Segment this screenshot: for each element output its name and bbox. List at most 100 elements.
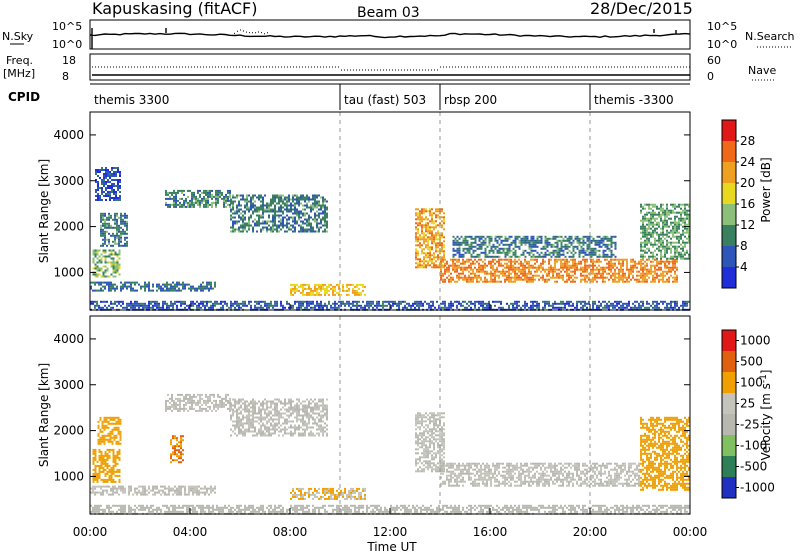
echo-cell: [433, 222, 435, 225]
echo-cell: [250, 206, 252, 209]
echo-cell: [674, 272, 676, 275]
echo-cell: [278, 194, 280, 197]
echo-cell: [199, 189, 201, 192]
echo-cell: [516, 268, 518, 271]
echo-cell: [646, 280, 648, 283]
echo-cell: [96, 253, 99, 256]
echo-cell: [566, 268, 568, 271]
echo-cell: [223, 195, 225, 198]
echo-cell: [606, 306, 608, 309]
echo-cell: [244, 204, 246, 207]
echo-cell: [217, 199, 219, 202]
echo-cell: [268, 228, 270, 231]
echo-cell: [562, 278, 564, 281]
echo-cell: [318, 306, 320, 309]
echo-cell: [600, 237, 603, 240]
echo-cell: [101, 191, 103, 193]
echo-cell: [528, 241, 531, 244]
echo-cell: [626, 306, 628, 309]
echo-cell: [154, 304, 156, 307]
echo-cell: [566, 270, 568, 273]
echo-cell: [266, 202, 268, 205]
echo-cell: [173, 203, 175, 206]
echo-cell: [199, 205, 201, 208]
echo-cell: [298, 212, 300, 215]
echo-cell: [608, 300, 610, 303]
echo-cell: [102, 275, 105, 278]
echo-cell: [590, 255, 593, 258]
echo-cell: [528, 253, 531, 256]
echo-cell: [215, 197, 217, 200]
echo-cell: [598, 243, 601, 246]
echo-cell: [486, 255, 489, 258]
echo-cell: [416, 300, 418, 303]
echo-cell: [310, 198, 312, 201]
echo-cell: [290, 206, 292, 209]
echo-cell: [193, 201, 195, 204]
echo-cell: [126, 226, 128, 229]
echo-cell: [580, 260, 582, 263]
echo-cell: [568, 274, 570, 277]
echo-cell: [148, 285, 150, 288]
echo-cell: [427, 252, 429, 255]
echo-cell: [122, 306, 124, 309]
echo-cell: [102, 489, 104, 492]
echo-cell: [314, 194, 316, 197]
echo-cell: [484, 272, 486, 275]
echo-cell: [662, 241, 664, 244]
echo-cell: [433, 226, 435, 229]
echo-cell: [266, 306, 268, 309]
echo-cell: [522, 278, 524, 281]
echo-cell: [646, 247, 648, 250]
echo-cell: [612, 262, 614, 265]
echo-cell: [484, 262, 486, 265]
echo-cell: [596, 272, 598, 275]
echo-cell: [104, 480, 107, 483]
echo-cell: [294, 194, 296, 197]
echo-cell: [540, 241, 543, 244]
echo-cell: [538, 264, 540, 267]
echo-cell: [441, 208, 443, 211]
echo-cell: [478, 258, 480, 261]
echo-cell: [682, 306, 684, 309]
echo-cell: [206, 285, 208, 288]
echo-cell: [654, 268, 656, 271]
echo-cell: [112, 452, 115, 455]
echo-cell: [584, 249, 587, 252]
echo-cell: [106, 478, 109, 481]
echo-cell: [662, 235, 664, 238]
echo-cell: [302, 289, 304, 292]
echo-cell: [640, 249, 642, 252]
echo-cell: [636, 262, 638, 265]
echo-cell: [109, 436, 112, 439]
echo-cell: [97, 424, 100, 427]
echo-cell: [443, 228, 445, 231]
echo-cell: [132, 289, 134, 292]
echo-cell: [419, 238, 421, 241]
echo-cell: [568, 302, 570, 305]
echo-cell: [124, 222, 126, 225]
echo-cell: [214, 304, 216, 307]
echo-cell: [114, 236, 116, 239]
echo-cell: [176, 283, 178, 286]
power-heatmap: [90, 167, 690, 311]
echo-cell: [442, 272, 444, 275]
echo-cell: [120, 232, 122, 235]
echo-cell: [278, 208, 280, 211]
echo-cell: [650, 227, 652, 230]
echo-cell: [370, 300, 372, 303]
echo-cell: [202, 304, 204, 307]
echo-cell: [534, 266, 536, 269]
echo-cell: [187, 205, 189, 208]
echo-cell: [443, 252, 445, 255]
echo-cell: [115, 416, 118, 419]
echo-cell: [104, 214, 106, 217]
echo-cell: [450, 304, 452, 307]
echo-cell: [114, 214, 116, 217]
echo-cell: [302, 226, 304, 229]
echo-cell: [246, 222, 248, 225]
echo-cell: [670, 274, 672, 277]
echo-cell: [302, 287, 304, 290]
